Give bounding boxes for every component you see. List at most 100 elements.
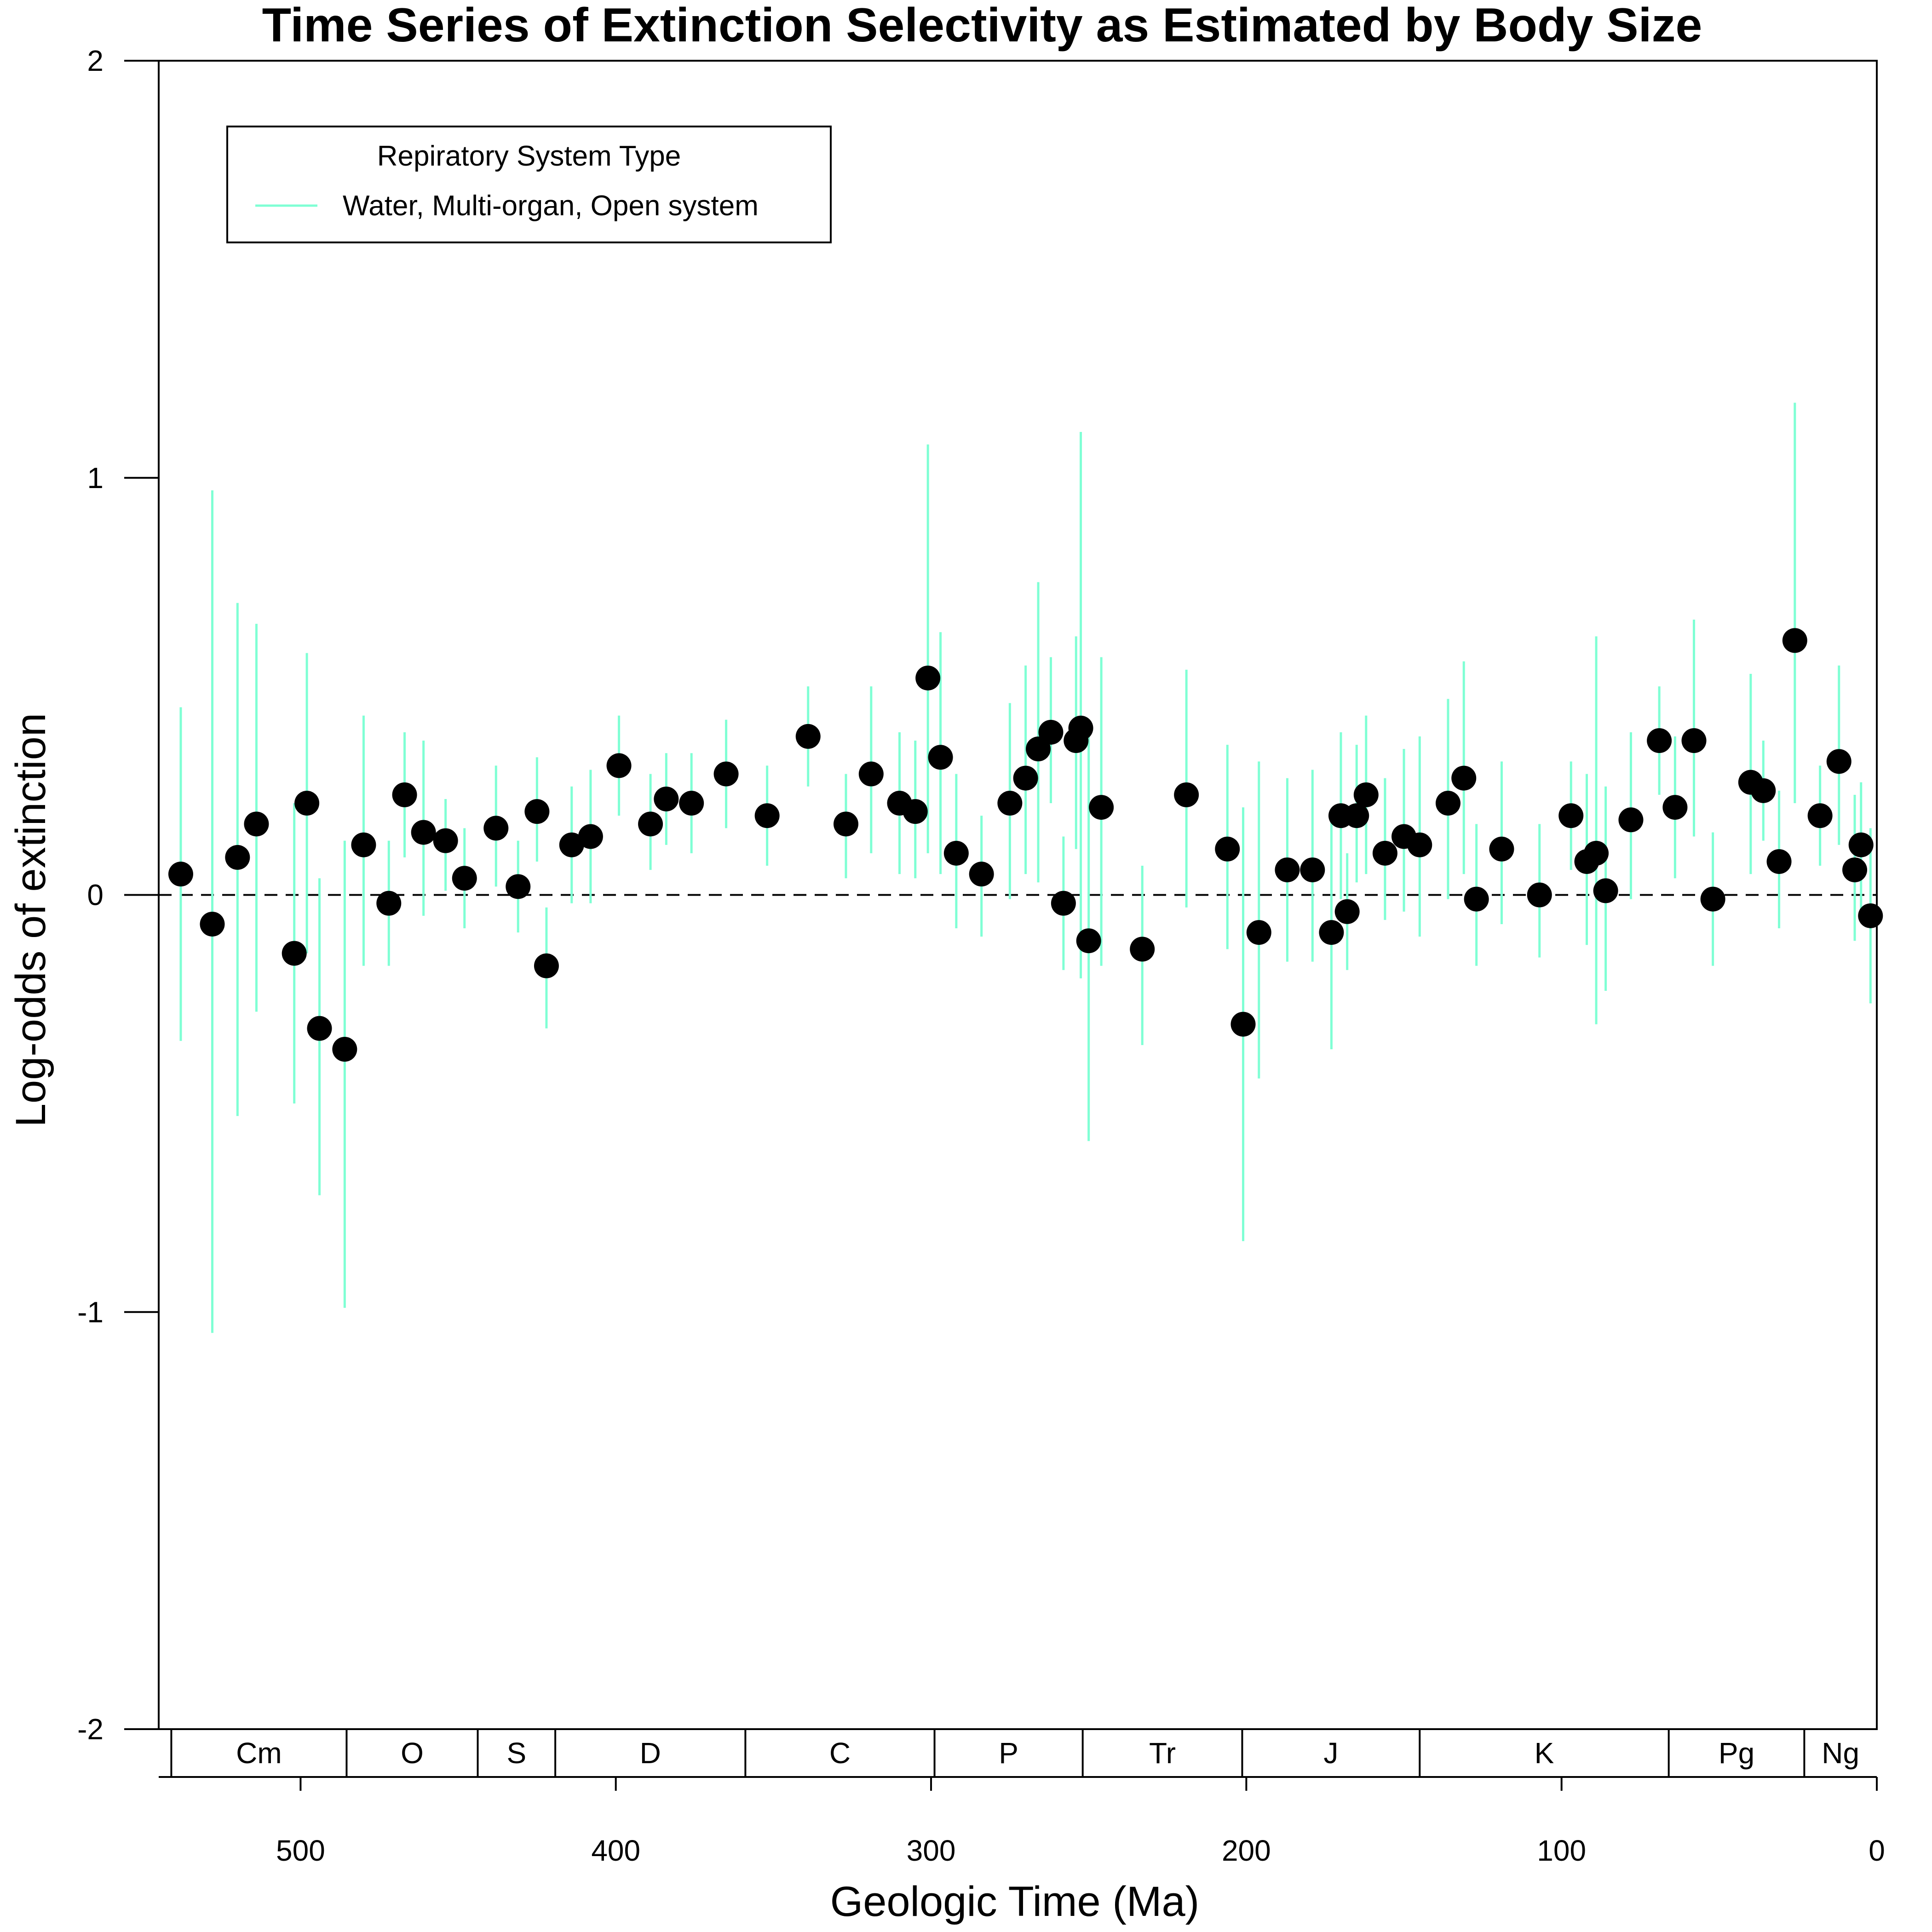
- x-tick-label: 100: [1537, 1834, 1586, 1867]
- chart-title: Time Series of Extinction Selectivity as…: [262, 0, 1702, 52]
- data-point: [997, 791, 1023, 816]
- legend: Repiratory System Type Water, Multi-orga…: [226, 126, 832, 243]
- data-point: [928, 745, 953, 770]
- data-point: [1215, 836, 1240, 862]
- period-label: O: [401, 1736, 424, 1770]
- period-label: Ng: [1822, 1736, 1859, 1770]
- data-point: [1130, 937, 1155, 962]
- data-point: [1489, 836, 1514, 862]
- data-point: [282, 941, 307, 966]
- x-axis: 500 400 300 200 100 0: [276, 1777, 1885, 1867]
- data-point: [452, 866, 477, 891]
- error-bars: [179, 402, 1872, 1333]
- y-axis-label: Log-odds of extinction: [7, 713, 54, 1127]
- data-point: [244, 811, 269, 837]
- data-point: [638, 811, 663, 837]
- period-label: P: [999, 1736, 1018, 1770]
- data-point: [332, 1036, 357, 1062]
- data-point: [294, 791, 320, 816]
- data-point: [1275, 857, 1300, 883]
- data-point: [1068, 715, 1093, 741]
- x-tick-label: 500: [276, 1834, 325, 1867]
- data-point: [943, 840, 969, 866]
- data-point: [578, 824, 603, 849]
- data-point: [1230, 1012, 1256, 1037]
- data-point: [1246, 920, 1271, 945]
- data-point: [1451, 765, 1477, 791]
- period-label: Cm: [236, 1736, 282, 1770]
- data-point: [606, 753, 632, 778]
- data-point: [1051, 891, 1076, 916]
- data-point: [1407, 832, 1432, 857]
- y-tick-label: -1: [77, 1295, 104, 1328]
- legend-entry-label: Water, Multi-organ, Open system: [343, 190, 759, 222]
- x-tick-label: 400: [591, 1834, 640, 1867]
- data-point: [1842, 857, 1868, 883]
- data-point: [1782, 628, 1807, 653]
- data-point: [1662, 795, 1688, 820]
- data-point: [483, 816, 509, 841]
- data-point: [559, 832, 584, 857]
- legend-title: Repiratory System Type: [377, 140, 681, 172]
- x-tick-label: 300: [907, 1834, 956, 1867]
- data-point: [1826, 749, 1852, 774]
- data-point: [1334, 899, 1360, 924]
- data-point: [834, 811, 858, 837]
- data-point: [1848, 832, 1874, 857]
- data-point: [903, 799, 928, 824]
- data-point: [225, 845, 250, 870]
- data-point: [1807, 803, 1833, 828]
- data-point: [1527, 882, 1552, 908]
- y-axis: -2 -1 0 1 2: [77, 44, 159, 1746]
- legend-box: [226, 126, 832, 243]
- period-label: Pg: [1719, 1736, 1754, 1770]
- x-tick-label: 200: [1222, 1834, 1271, 1867]
- y-tick-label: -2: [77, 1713, 104, 1746]
- data-point: [307, 1016, 332, 1041]
- data-point: [506, 874, 531, 899]
- data-point: [433, 828, 458, 853]
- data-point: [1681, 728, 1707, 753]
- y-tick-label: 2: [87, 44, 104, 77]
- data-point: [1558, 803, 1584, 828]
- data-point: [1751, 778, 1776, 803]
- y-tick-label: 0: [87, 879, 104, 912]
- data-point: [1435, 791, 1460, 816]
- data-point: [713, 761, 739, 787]
- x-axis-label: Geologic Time (Ma): [830, 1878, 1200, 1925]
- period-label: S: [506, 1736, 526, 1770]
- geologic-period-strip: Cm O S D C P Tr J K Pg Ng: [159, 1729, 1877, 1778]
- data-point: [1089, 795, 1114, 820]
- x-tick-label: 0: [1869, 1834, 1885, 1867]
- data-point: [754, 803, 780, 828]
- data-point: [1300, 857, 1325, 883]
- data-point: [168, 862, 193, 887]
- data-point: [200, 911, 225, 937]
- data-point: [524, 799, 550, 824]
- data-point: [1353, 782, 1379, 807]
- data-point: [1174, 782, 1199, 807]
- data-point: [1038, 719, 1064, 745]
- period-label: J: [1323, 1736, 1338, 1770]
- data-points: [168, 628, 1883, 1062]
- data-point: [1372, 840, 1397, 866]
- data-point: [392, 782, 417, 807]
- data-point: [1858, 903, 1883, 928]
- data-point: [1076, 928, 1101, 954]
- data-point: [1344, 803, 1369, 828]
- period-label: K: [1535, 1736, 1554, 1770]
- data-point: [858, 761, 884, 787]
- data-point: [1700, 886, 1725, 912]
- data-point: [1766, 849, 1792, 874]
- data-point: [1319, 920, 1344, 945]
- data-point: [969, 862, 994, 887]
- data-point: [1013, 765, 1038, 791]
- y-tick-label: 1: [87, 461, 104, 494]
- data-point: [534, 953, 559, 978]
- data-point: [1647, 728, 1672, 753]
- data-point: [376, 891, 402, 916]
- period-label: D: [640, 1736, 661, 1770]
- period-label: Tr: [1149, 1736, 1176, 1770]
- data-point: [1618, 807, 1644, 833]
